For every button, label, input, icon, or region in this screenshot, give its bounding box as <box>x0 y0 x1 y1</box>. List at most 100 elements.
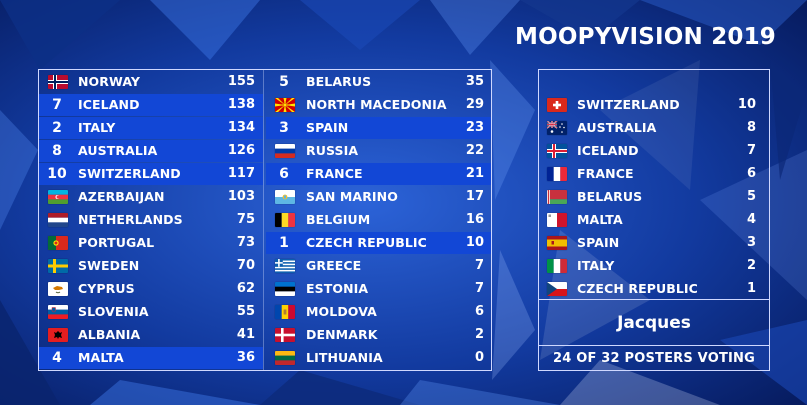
scoreboard-row: SAN MARINO 17 <box>266 186 491 208</box>
country-name: NORTH MACEDONIA <box>306 97 447 112</box>
country-name: ITALY <box>78 120 116 135</box>
voter-name: Jacques <box>617 313 691 333</box>
vote-row: SWITZERLAND 10 <box>539 94 769 116</box>
points-value: 36 <box>236 350 255 365</box>
points-value: 7 <box>746 143 756 158</box>
denmark-flag-icon <box>275 328 295 342</box>
vote-row: AUSTRALIA 8 <box>539 117 769 139</box>
switzerland-flag-icon <box>547 98 567 112</box>
scoreboard-row: 6 FRANCE 21 <box>266 163 491 185</box>
country-name: AUSTRALIA <box>577 120 657 135</box>
points-value: 8 <box>746 120 756 135</box>
country-name: AUSTRALIA <box>78 143 158 158</box>
vote-row: ITALY 2 <box>539 255 769 277</box>
azerbaijan-flag-icon <box>48 190 68 204</box>
rank-number: 4 <box>52 350 62 366</box>
russia-flag-icon <box>275 144 295 158</box>
portugal-flag-icon <box>48 236 68 250</box>
scoreboard-panel: NORWAY 155 7 ICELAND 138 2 ITALY 134 8 AUSTRALIA 1… <box>38 69 492 371</box>
country-name: CZECH REPUBLIC <box>306 235 427 250</box>
scoreboard-row: DENMARK 2 <box>266 324 491 346</box>
country-name: ITALY <box>577 258 615 273</box>
points-value: 10 <box>737 97 756 112</box>
scoreboard-row: SWEDEN 70 <box>39 255 263 277</box>
country-name: MOLDOVA <box>306 304 377 319</box>
points-value: 2 <box>474 327 484 342</box>
iceland-flag-icon <box>547 144 567 158</box>
points-value: 126 <box>227 143 255 158</box>
vote-row: BELARUS 5 <box>539 186 769 208</box>
france-flag-icon <box>547 167 567 181</box>
points-value: 62 <box>236 281 255 296</box>
points-value: 6 <box>746 166 756 181</box>
san-marino-flag-icon <box>275 190 295 204</box>
country-name: ALBANIA <box>78 327 141 342</box>
country-name: CZECH REPUBLIC <box>577 281 698 296</box>
scoreboard-row: GREECE 7 <box>266 255 491 277</box>
points-value: 5 <box>746 189 756 204</box>
country-name: SWITZERLAND <box>78 166 181 181</box>
country-name: BELGIUM <box>306 212 371 227</box>
sweden-flag-icon <box>48 259 68 273</box>
vote-row: CZECH REPUBLIC 1 <box>539 278 769 300</box>
points-value: 29 <box>465 97 484 112</box>
scoreboard-row: NORTH MACEDONIA 29 <box>266 94 491 116</box>
country-name: SPAIN <box>577 235 620 250</box>
belarus-flag-icon <box>547 190 567 204</box>
scoreboard-row: 5 BELARUS 35 <box>266 71 491 93</box>
points-value: 155 <box>227 74 255 89</box>
country-name: MALTA <box>78 350 124 365</box>
points-value: 7 <box>474 258 484 273</box>
rank-number: 1 <box>279 235 289 251</box>
country-name: MALTA <box>577 212 623 227</box>
country-name: BELARUS <box>306 74 372 89</box>
rank-number: 3 <box>279 120 289 136</box>
country-name: SWITZERLAND <box>577 97 680 112</box>
points-value: 23 <box>465 120 484 135</box>
rank-number: 10 <box>47 166 67 182</box>
votes-separator <box>539 299 769 300</box>
scoreboard-row: 4 MALTA 36 <box>39 347 263 369</box>
points-value: 22 <box>465 143 484 158</box>
country-name: ICELAND <box>78 97 140 112</box>
points-value: 2 <box>746 258 756 273</box>
country-name: ICELAND <box>577 143 639 158</box>
scoreboard-row: RUSSIA 22 <box>266 140 491 162</box>
country-name: LITHUANIA <box>306 350 383 365</box>
points-value: 73 <box>236 235 255 250</box>
country-name: SAN MARINO <box>306 189 398 204</box>
slovenia-flag-icon <box>48 305 68 319</box>
country-name: SLOVENIA <box>78 304 149 319</box>
rank-number: 2 <box>52 120 62 136</box>
country-name: SPAIN <box>306 120 349 135</box>
points-value: 3 <box>746 235 756 250</box>
country-name: CYPRUS <box>78 281 135 296</box>
points-value: 1 <box>746 281 756 296</box>
spain-flag-icon <box>547 236 567 250</box>
scoreboard-row: 2 ITALY 134 <box>39 117 263 139</box>
scoreboard-row: NORWAY 155 <box>39 71 263 93</box>
north-macedonia-flag-icon <box>275 98 295 112</box>
page-title: MOOPYVISION 2019 <box>515 24 777 50</box>
country-name: DENMARK <box>306 327 378 342</box>
country-name: FRANCE <box>577 166 634 181</box>
scoreboard-row: 3 SPAIN 23 <box>266 117 491 139</box>
points-value: 0 <box>474 350 484 365</box>
cyprus-flag-icon <box>48 282 68 296</box>
scoreboard-row: SLOVENIA 55 <box>39 301 263 323</box>
points-value: 75 <box>236 212 255 227</box>
votes-panel: SWITZERLAND 10 AUSTRALIA 8 ICELAND 7 FRANCE 6 BE… <box>538 69 770 371</box>
points-value: 117 <box>227 166 255 181</box>
voting-status: 24 OF 32 POSTERS VOTING <box>552 350 756 366</box>
country-name: RUSSIA <box>306 143 359 158</box>
points-value: 55 <box>236 304 255 319</box>
scoreboard-row: ESTONIA 7 <box>266 278 491 300</box>
lithuania-flag-icon <box>275 351 295 365</box>
czech-republic-flag-icon <box>547 282 567 296</box>
scoreboard-row: NETHERLANDS 75 <box>39 209 263 231</box>
albania-flag-icon <box>48 328 68 342</box>
norway-flag-icon <box>48 75 68 89</box>
points-value: 17 <box>465 189 484 204</box>
country-name: BELARUS <box>577 189 643 204</box>
